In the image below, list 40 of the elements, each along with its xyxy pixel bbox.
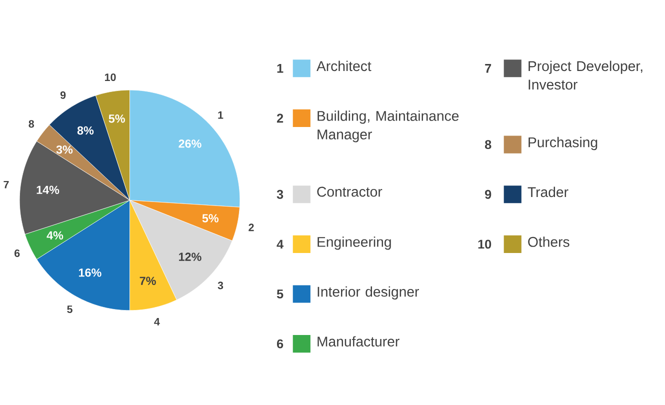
text: 2: [276, 114, 284, 122]
data-label: 16%: [78, 268, 102, 277]
text: 10: [478, 240, 492, 248]
text: 9: [60, 91, 66, 99]
legend-label: Interior designer: [318, 286, 419, 300]
legend-label: Building, Maintainance Manager: [318, 110, 459, 142]
legend-label: Architect: [316, 60, 372, 71]
text: 3: [276, 190, 284, 199]
text: 2: [248, 223, 254, 231]
data-label: 5%: [108, 114, 125, 123]
text: 1: [277, 64, 284, 73]
text: 6: [276, 339, 284, 348]
data-label: 4%: [46, 231, 64, 240]
text: 5: [67, 305, 72, 313]
data-label: 26%: [178, 139, 202, 148]
text: 7: [4, 180, 9, 188]
data-label: 8%: [77, 126, 94, 134]
legend-label: Project Developer, Investor: [528, 60, 642, 90]
data-label: 7%: [140, 276, 156, 285]
text: 4: [276, 240, 284, 248]
legend-label: Purchasing: [528, 136, 598, 150]
legend-label: Manufacturer: [318, 336, 400, 346]
text: 10: [104, 73, 116, 81]
text: 5: [276, 289, 284, 298]
data-label: 14%: [36, 186, 60, 194]
legend-label: Trader: [528, 186, 568, 197]
data-label: 5%: [202, 214, 219, 222]
text: 9: [485, 190, 492, 199]
text: 8: [484, 140, 492, 149]
text: 8: [28, 120, 34, 128]
text: 3: [218, 281, 224, 290]
text: 7: [485, 64, 492, 73]
legend-label: Others: [528, 236, 570, 247]
text: 1: [218, 111, 224, 119]
data-label: 12%: [179, 252, 202, 261]
text: 4: [154, 318, 160, 326]
data-label: 3%: [56, 145, 73, 154]
legend-label: Engineering: [318, 236, 391, 250]
legend-label: Contractor: [317, 186, 382, 197]
text: 6: [14, 249, 20, 257]
